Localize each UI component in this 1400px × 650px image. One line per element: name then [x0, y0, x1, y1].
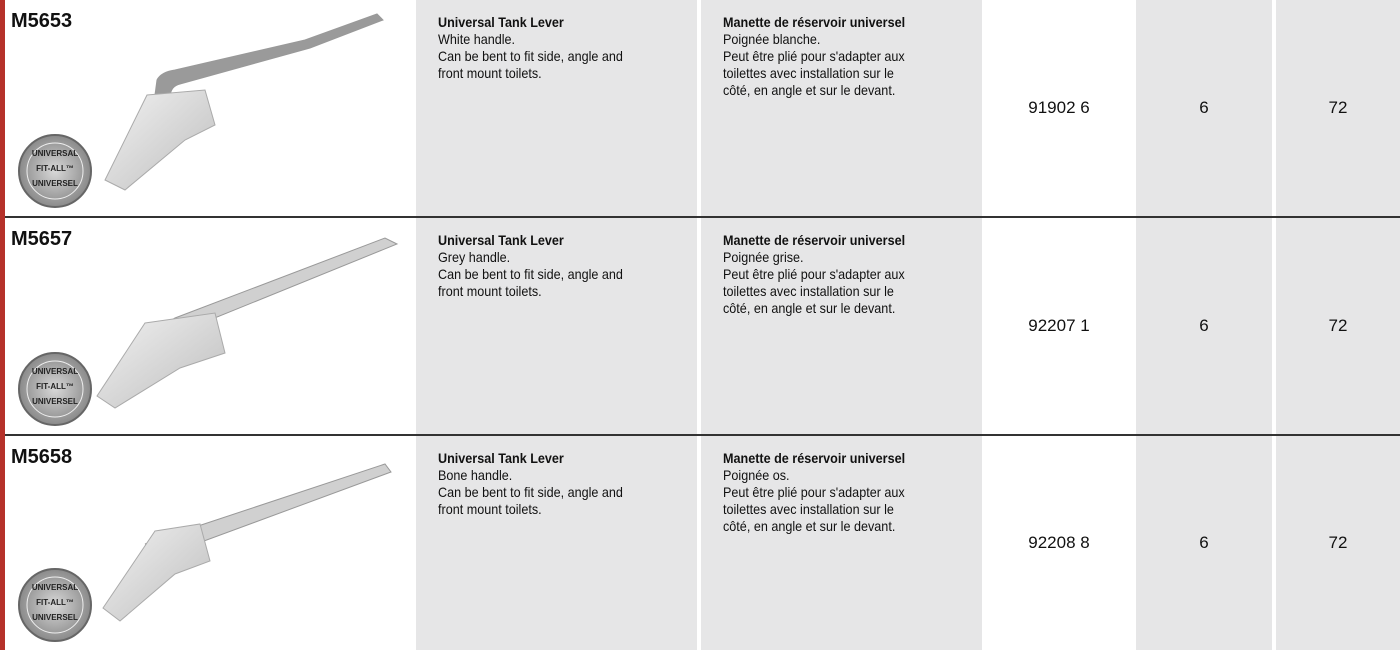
red-bar	[0, 0, 5, 650]
cell: UNIVERSAL FIT-ALL™ UNIVERSEL M5653	[5, 0, 416, 216]
fr-title: Manette de réservoir universel	[723, 232, 906, 248]
product-code: 92207 1	[1028, 316, 1090, 335]
cell: Manette de réservoir universel Poignée gr…	[701, 218, 982, 434]
badge-text: FIT-ALL™	[36, 164, 74, 173]
badge-text: UNIVERSAL	[32, 367, 78, 376]
badge-text: UNIVERSAL	[32, 149, 78, 158]
row-separator	[5, 216, 1400, 218]
sku: M5658	[11, 446, 73, 468]
cell: 92208 8	[982, 436, 1136, 650]
row-separator	[5, 434, 1400, 436]
quantity: 6	[1199, 98, 1209, 117]
cell: Universal Tank Lever Bone handle. Can be b…	[416, 436, 697, 650]
fr-line: Peut être plié pour s'adapter aux	[723, 266, 905, 282]
cell: 72	[1276, 436, 1400, 650]
product-code: 91902 6	[1028, 98, 1090, 117]
badge-text: UNIVERSEL	[32, 179, 78, 188]
en-description: Universal Tank Lever Grey handle. Can be b…	[438, 232, 623, 300]
en-description: Universal Tank Lever White handle. Can be …	[438, 14, 623, 82]
product-image: UNIVERSAL FIT-ALL™ UNIVERSEL	[18, 13, 384, 208]
product-row: UNIVERSAL FIT-ALL™ UNIVERSEL M5657 Universal…	[5, 218, 1400, 434]
badge-text: UNIVERSAL	[32, 583, 78, 592]
cell: 6	[1136, 0, 1272, 216]
cell: 92207 1	[982, 218, 1136, 434]
cell: UNIVERSAL FIT-ALL™ UNIVERSEL M5658	[5, 436, 416, 650]
fr-line: toilettes avec installation sur le	[723, 501, 894, 517]
quantity: 72	[1328, 316, 1348, 335]
fr-line: côté, en angle et sur le devant.	[723, 300, 896, 316]
fr-line: côté, en angle et sur le devant.	[723, 518, 896, 534]
en-description: Universal Tank Lever Bone handle. Can be b…	[438, 450, 623, 518]
product-row: UNIVERSAL FIT-ALL™ UNIVERSEL M5658 Universal…	[5, 436, 1400, 650]
fr-line: côté, en angle et sur le devant.	[723, 82, 896, 98]
fr-line: toilettes avec installation sur le	[723, 65, 894, 81]
badge-text: UNIVERSEL	[32, 397, 78, 406]
fr-description: Manette de réservoir universel Poignée bl…	[723, 14, 905, 99]
fr-line: Poignée blanche.	[723, 31, 821, 47]
en-line: front mount toilets.	[438, 65, 542, 81]
cell: 72	[1276, 0, 1400, 216]
cell: 6	[1136, 218, 1272, 434]
fr-description: Manette de réservoir universel Poignée os…	[723, 450, 905, 535]
fr-line: Peut être plié pour s'adapter aux	[723, 484, 905, 500]
en-title: Universal Tank Lever	[438, 14, 564, 30]
en-line: Can be bent to fit side, angle and	[438, 484, 623, 500]
fr-title: Manette de réservoir universel	[723, 14, 906, 30]
fr-title: Manette de réservoir universel	[723, 450, 906, 466]
fr-line: Poignée grise.	[723, 249, 804, 265]
product-image: UNIVERSAL FIT-ALL™ UNIVERSEL	[18, 463, 392, 642]
sku: M5657	[11, 228, 73, 250]
cell: Manette de réservoir universel Poignée os…	[701, 436, 982, 650]
en-line: White handle.	[438, 31, 516, 47]
cell: Manette de réservoir universel Poignée bl…	[701, 0, 982, 216]
sku: M5653	[11, 10, 73, 32]
quantity: 6	[1199, 316, 1209, 335]
cell: Universal Tank Lever Grey handle. Can be b…	[416, 218, 697, 434]
en-line: Can be bent to fit side, angle and	[438, 48, 623, 64]
cell: Universal Tank Lever White handle. Can be …	[416, 0, 697, 216]
fr-description: Manette de réservoir universel Poignée gr…	[723, 232, 905, 317]
cell: 91902 6	[982, 0, 1136, 216]
quantity: 6	[1199, 533, 1209, 552]
badge-text: FIT-ALL™	[36, 382, 74, 391]
product-row: UNIVERSAL FIT-ALL™ UNIVERSEL M5653 Universal…	[5, 0, 1400, 216]
quantity: 72	[1328, 533, 1348, 552]
fr-line: Poignée os.	[723, 467, 790, 483]
badge-text: UNIVERSEL	[32, 613, 78, 622]
fr-line: toilettes avec installation sur le	[723, 283, 894, 299]
fr-line: Peut être plié pour s'adapter aux	[723, 48, 905, 64]
badge-text: FIT-ALL™	[36, 598, 74, 607]
en-line: front mount toilets.	[438, 501, 542, 517]
en-line: Bone handle.	[438, 467, 513, 483]
en-title: Universal Tank Lever	[438, 232, 564, 248]
product-image: UNIVERSAL FIT-ALL™ UNIVERSEL	[18, 237, 399, 426]
cell: UNIVERSAL FIT-ALL™ UNIVERSEL M5657	[5, 218, 416, 434]
cell: 6	[1136, 436, 1272, 650]
en-line: Can be bent to fit side, angle and	[438, 266, 623, 282]
cell: 72	[1276, 218, 1400, 434]
product-code: 92208 8	[1028, 533, 1090, 552]
en-title: Universal Tank Lever	[438, 450, 564, 466]
en-line: front mount toilets.	[438, 283, 542, 299]
en-line: Grey handle.	[438, 249, 511, 265]
quantity: 72	[1328, 98, 1348, 117]
